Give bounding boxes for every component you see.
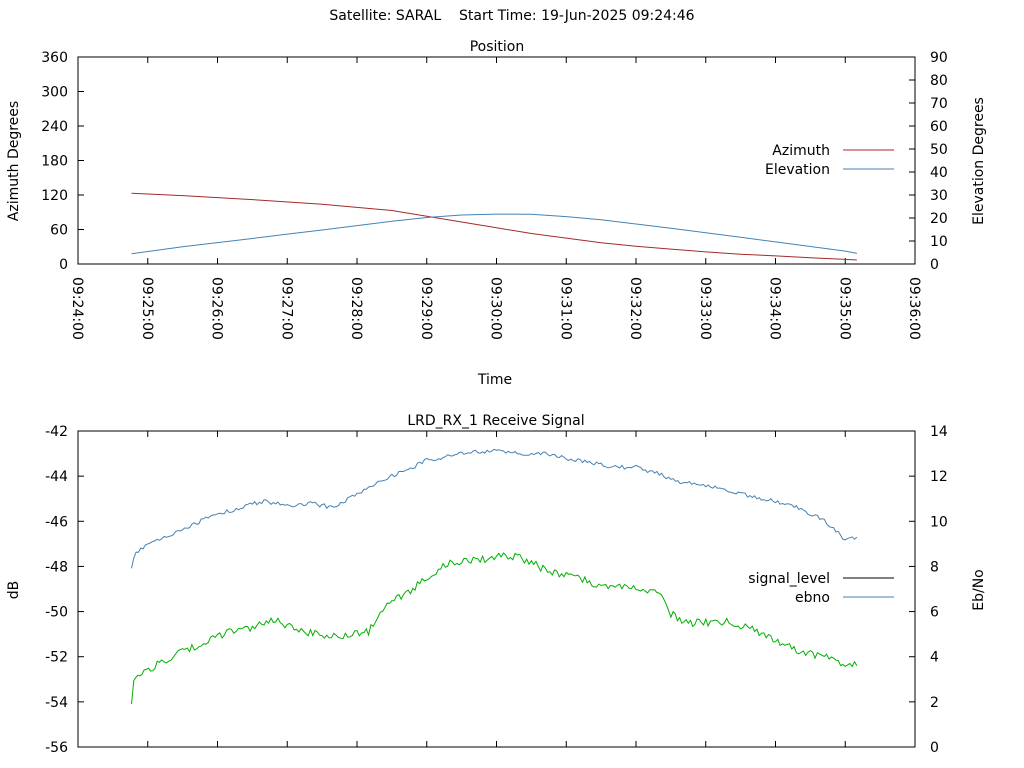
position-y2-tick-label: 10 bbox=[930, 234, 948, 250]
position-x-tick-label: 09:24:00 bbox=[69, 277, 85, 340]
signal-series-ebno-line bbox=[131, 448, 858, 569]
signal-legend-label: ebno bbox=[795, 590, 830, 606]
position-chart-title: Position bbox=[470, 39, 525, 55]
position-x-tick-label: 09:35:00 bbox=[836, 277, 852, 340]
position-legend-label: Azimuth bbox=[772, 143, 830, 159]
signal-plot-border bbox=[77, 430, 916, 748]
position-y2-tick-label: 70 bbox=[930, 96, 948, 112]
position-x-axis-label: Time bbox=[477, 372, 512, 388]
position-y-tick-label: 360 bbox=[41, 50, 68, 66]
position-x-tick-label: 09:25:00 bbox=[139, 277, 155, 340]
signal-chart: LRD_RX_1 Receive Signal dB Eb/No -56-54-… bbox=[6, 413, 987, 756]
position-x-tick-label: 09:27:00 bbox=[278, 277, 294, 340]
signal-y-tick-label: -50 bbox=[45, 605, 68, 621]
signal-plot-layer: -56 -54 -52 -50 -48 -46 -44 -42 0 2 4 6 8 10 12 14 signa… bbox=[45, 424, 948, 756]
position-plot-border bbox=[77, 56, 916, 265]
position-y-tick-label: 240 bbox=[41, 119, 68, 135]
position-y-tick-label: 120 bbox=[41, 188, 68, 204]
position-y2-tick-label: 80 bbox=[930, 73, 948, 89]
position-y-tick-label: 180 bbox=[41, 154, 68, 170]
position-x-tick-label: 09:32:00 bbox=[627, 277, 643, 340]
position-x-tick-label: 09:26:00 bbox=[209, 277, 225, 340]
position-plot-layer: 09:24:00 09:25:00 09:26:00 09:27:00 09:28:00… bbox=[41, 50, 948, 340]
signal-y2-tick-label: 2 bbox=[930, 695, 939, 711]
signal-y-tick-label: -46 bbox=[45, 514, 68, 530]
signal-y-tick-label: -48 bbox=[45, 559, 68, 575]
signal-y2-axis-label: Eb/No bbox=[971, 569, 987, 611]
position-x-tick-label: 09:36:00 bbox=[906, 277, 922, 340]
signal-chart-title: LRD_RX_1 Receive Signal bbox=[407, 413, 584, 429]
signal-y-tick-label: -42 bbox=[45, 424, 68, 440]
position-legend-label: Elevation bbox=[765, 162, 830, 178]
signal-y-tick-label: -52 bbox=[45, 650, 68, 666]
position-x-tick-label: 09:31:00 bbox=[557, 277, 573, 340]
position-y2-tick-label: 20 bbox=[930, 211, 948, 227]
position-x-tick-label: 09:34:00 bbox=[767, 277, 783, 340]
position-chart: Position Time Azimuth Degrees Elevation … bbox=[6, 39, 987, 388]
start-time-label: Start Time: 19-Jun-2025 09:24:46 bbox=[458, 8, 695, 24]
position-y-axis-label: Azimuth Degrees bbox=[6, 101, 22, 221]
position-y2-tick-label: 40 bbox=[930, 165, 948, 181]
signal-y-tick-label: -44 bbox=[45, 469, 68, 485]
position-y2-tick-label: 90 bbox=[930, 50, 948, 66]
signal-legend-label: signal_level bbox=[748, 571, 830, 587]
signal-y2-tick-label: 10 bbox=[930, 514, 948, 530]
position-series-azimuth-line bbox=[131, 192, 857, 261]
signal-y2-tick-label: 12 bbox=[930, 469, 948, 485]
signal-y2-tick-label: 14 bbox=[930, 424, 948, 440]
position-x-tick-label: 09:33:00 bbox=[697, 277, 713, 340]
signal-y2-tick-label: 6 bbox=[930, 605, 939, 621]
signal-y2-tick-label: 4 bbox=[930, 650, 939, 666]
page-title: Satellite: SARAL Start Time: 19-Jun-2025… bbox=[0, 8, 1024, 24]
signal-y-tick-label: -56 bbox=[45, 740, 68, 756]
position-y-tick-label: 60 bbox=[50, 223, 68, 239]
satellite-label: Satellite: SARAL bbox=[329, 8, 442, 24]
signal-y2-tick-label: 8 bbox=[930, 559, 939, 575]
position-y2-axis-label: Elevation Degrees bbox=[971, 97, 987, 225]
position-y2-tick-label: 0 bbox=[930, 257, 939, 273]
signal-series-signal-level-green-trace--line bbox=[131, 552, 858, 705]
position-y2-tick-label: 60 bbox=[930, 119, 948, 135]
signal-y-tick-label: -54 bbox=[45, 695, 68, 711]
position-x-tick-label: 09:28:00 bbox=[348, 277, 364, 340]
position-x-tick-label: 09:30:00 bbox=[488, 277, 504, 340]
position-y2-tick-label: 30 bbox=[930, 188, 948, 204]
position-y-tick-label: 300 bbox=[41, 85, 68, 101]
position-x-tick-label: 09:29:00 bbox=[418, 277, 434, 340]
position-y-tick-label: 0 bbox=[59, 257, 68, 273]
signal-y2-tick-label: 0 bbox=[930, 740, 939, 756]
position-y2-tick-label: 50 bbox=[930, 142, 948, 158]
signal-y-axis-label: dB bbox=[6, 581, 22, 600]
position-series-elevation-line bbox=[131, 213, 857, 255]
